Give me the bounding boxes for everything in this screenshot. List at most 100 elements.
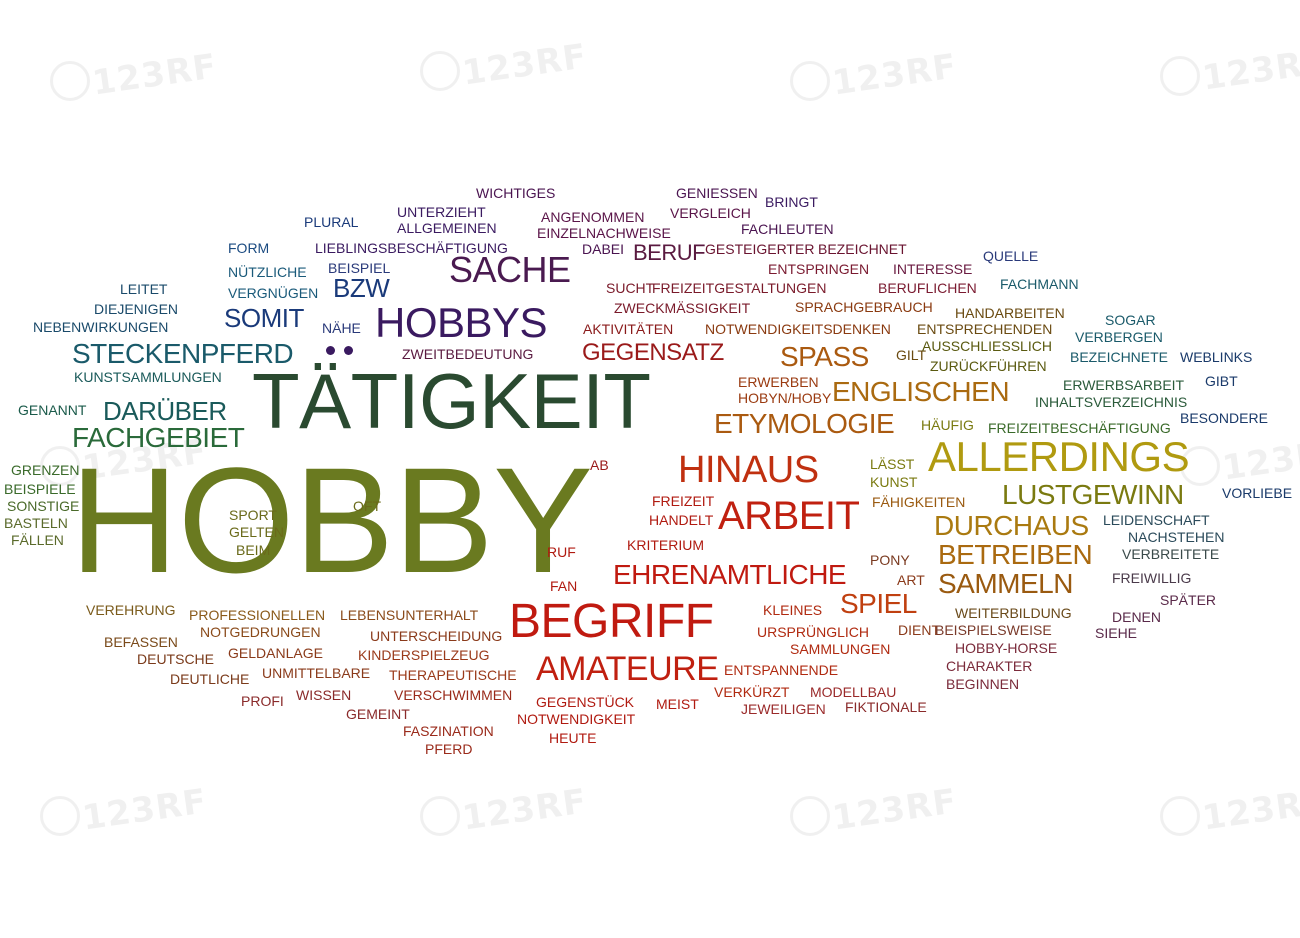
word-notwendigkeitsdenken: NOTWENDIGKEITSDENKEN: [705, 321, 891, 337]
word-lebensunterhalt: LEBENSUNTERHALT: [340, 607, 479, 623]
word-ausschliesslich: AUSSCHLIESSLICH: [922, 338, 1052, 354]
word-bzw: BZW: [333, 273, 390, 303]
word-fähigkeiten: FÄHIGKEITEN: [872, 494, 966, 510]
word-lustgewinn: LUSTGEWINN: [1002, 479, 1184, 510]
word-beruflichen: BERUFLICHEN: [878, 280, 977, 296]
dot-icon: [326, 346, 335, 355]
word-fan: FAN: [550, 578, 578, 594]
word-fiktionale: FIKTIONALE: [845, 699, 927, 715]
watermark-text: 123RF: [1199, 781, 1300, 839]
word-erwerbsarbeit: ERWERBSARBEIT: [1063, 377, 1185, 393]
word-sammeln: SAMMELN: [938, 568, 1073, 599]
word-nützliche: NÜTZLICHE: [228, 264, 307, 280]
word-bringt: BRINGT: [765, 194, 818, 210]
word-beispiele: BEISPIELE: [4, 481, 76, 497]
word-kleines: KLEINES: [763, 602, 823, 618]
word-später: SPÄTER: [1160, 592, 1217, 608]
word-kinderspielzeug: KINDERSPIELZEUG: [358, 647, 490, 663]
word-fällen: FÄLLEN: [11, 532, 64, 548]
word-verehrung: VEREHRUNG: [86, 602, 176, 618]
word-deutliche: DEUTLICHE: [170, 671, 250, 687]
word-nachstehen: NACHSTEHEN: [1128, 529, 1225, 545]
word-tätigkeit: TÄTIGKEIT: [252, 357, 651, 445]
word-art: ART: [897, 572, 925, 588]
word-siehe: SIEHE: [1095, 625, 1138, 641]
word-wichtiges: WICHTIGES: [476, 185, 556, 201]
word-form: FORM: [228, 240, 270, 256]
word-sprachgebrauch: SPRACHGEBRAUCH: [795, 299, 933, 315]
word-beispiel: BEISPIEL: [328, 260, 391, 276]
word-dabei: DABEI: [582, 241, 625, 257]
watermark-logo-icon: [790, 61, 830, 101]
word-verkürzt: VERKÜRZT: [714, 684, 790, 700]
word-plural: PLURAL: [304, 214, 359, 230]
word-beim: BEIM: [236, 542, 271, 558]
watermark-text: 123RF: [829, 781, 960, 839]
word-geniessen: GENIESSEN: [676, 185, 758, 201]
word-hobbys: HOBBYS: [375, 299, 548, 346]
word-modellbau: MODELLBAU: [810, 684, 897, 700]
word-sucht: SUCHT: [606, 280, 655, 296]
watermark-text: 123RF: [1199, 41, 1300, 99]
word-meist: MEIST: [656, 696, 699, 712]
word-ruf: RUF: [547, 544, 576, 560]
word-charakter: CHARAKTER: [946, 658, 1033, 674]
word-somit: SOMIT: [224, 303, 304, 333]
word-genannt: GENANNT: [18, 402, 87, 418]
word-faszination: FASZINATION: [403, 723, 494, 739]
watermark-logo-icon: [1180, 446, 1220, 486]
word-beruf: BERUF: [633, 240, 706, 265]
word-kunstsammlungen: KUNSTSAMMLUNGEN: [74, 369, 222, 385]
word-gibt: GIBT: [1205, 373, 1238, 389]
word-sport: SPORT: [229, 507, 277, 523]
word-therapeutische: THERAPEUTISCHE: [389, 667, 517, 683]
word-begriff: BEGRIFF: [509, 595, 714, 648]
word-hobyn-hoby: HOBYN/HOBY: [738, 390, 832, 406]
word-einzelnachweise: EINZELNACHWEISE: [537, 225, 671, 241]
word-wissen: WISSEN: [296, 687, 352, 703]
watermark-text: 123RF: [1219, 431, 1300, 489]
watermark-text: 123RF: [459, 36, 590, 94]
word-vergleich: VERGLEICH: [670, 205, 751, 221]
word-häufig: HÄUFIG: [921, 417, 974, 433]
word-bezeichnete: BEZEICHNETE: [1070, 349, 1169, 365]
word-bezeichnet: BEZEICHNET: [818, 241, 907, 257]
word-ehrenamtliche: EHRENAMTLICHE: [613, 559, 847, 590]
word-weblinks: WEBLINKS: [1180, 349, 1253, 365]
word-grenzen: GRENZEN: [11, 462, 80, 478]
word-profi: PROFI: [241, 693, 284, 709]
word-handarbeiten: HANDARBEITEN: [955, 305, 1065, 321]
word-basteln: BASTELN: [4, 515, 68, 531]
word-durchaus: DURCHAUS: [934, 510, 1089, 541]
word-weiterbildung: WEITERBILDUNG: [955, 605, 1072, 621]
word-kriterium: KRITERIUM: [627, 537, 704, 553]
word-zweckmässigkeit: ZWECKMÄSSIGKEIT: [614, 300, 751, 316]
word-arbeit: ARBEIT: [718, 494, 860, 538]
word-deutsche: DEUTSCHE: [137, 651, 215, 667]
word-nähe: NÄHE: [322, 320, 361, 336]
word-geldanlage: GELDANLAGE: [228, 645, 323, 661]
watermark-logo-icon: [1160, 56, 1200, 96]
watermark-text: 123RF: [79, 781, 210, 839]
word-freizeit: FREIZEIT: [652, 493, 715, 509]
word-notwendigkeit: NOTWENDIGKEIT: [517, 711, 636, 727]
word-hobby-horse: HOBBY-HORSE: [955, 640, 1058, 656]
word-hobby: HOBBY: [70, 436, 593, 604]
word-spass: SPASS: [780, 341, 869, 372]
word-unmittelbare: UNMITTELBARE: [262, 665, 371, 681]
word-nebenwirkungen: NEBENWIRKUNGEN: [33, 319, 169, 335]
word-lässt: LÄSST: [870, 456, 915, 472]
word-fachmann: FACHMANN: [1000, 276, 1079, 292]
word-fachgebiet: FACHGEBIET: [72, 422, 245, 453]
word-gilt: GILT: [896, 347, 927, 363]
word-amateure: AMATEURE: [536, 650, 719, 688]
word-handelt: HANDELT: [649, 512, 714, 528]
watermark-logo-icon: [50, 61, 90, 101]
word-oft: OFT: [353, 498, 381, 514]
word-leitet: LEITET: [120, 281, 168, 297]
word-befassen: BEFASSEN: [104, 634, 178, 650]
word-interesse: INTERESSE: [893, 261, 973, 277]
word-inhaltsverzeichnis: INHALTSVERZEICHNIS: [1035, 394, 1188, 410]
word-sogar: SOGAR: [1105, 312, 1156, 328]
